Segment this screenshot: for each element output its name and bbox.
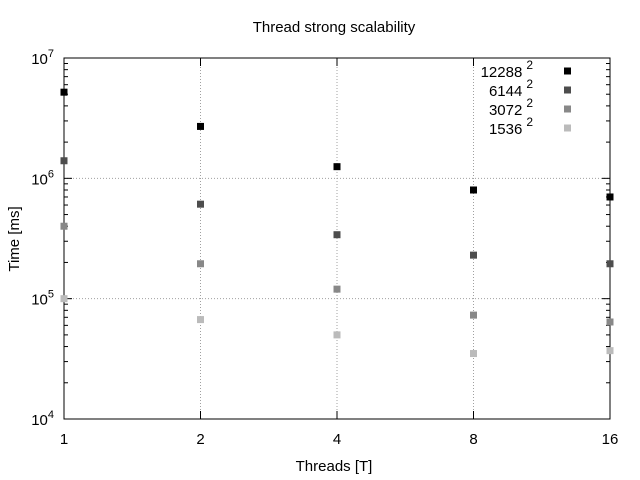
y-tick-label: 107 [31,48,54,68]
x-tick-label: 4 [333,431,341,448]
y-tick-labels: 104 105 106 107 [31,48,54,429]
data-point-series-3 [333,285,341,293]
data-point-series-3 [470,311,477,319]
legend-marker [564,86,571,94]
data-point-series-2 [197,200,204,208]
data-point-series-2 [60,157,68,165]
data-point-series-3 [197,260,204,268]
chart-title: Thread strong scalability [253,19,416,36]
x-tick-label: 16 [602,431,619,448]
x-tick-label: 1 [60,431,68,448]
data-point-series-2 [470,251,477,259]
grid [64,58,610,419]
data-point-series-2 [606,260,614,268]
data-point-series-2 [333,231,341,239]
legend-label: 12288 2 [481,58,534,81]
data-point-series-1 [333,163,341,171]
legend-label: 3072 2 [489,96,533,119]
y-axis-label: Time [ms] [6,206,23,271]
data-point-series-4 [60,295,68,303]
y-tick-label: 105 [31,289,54,309]
x-tick-labels: 1 2 4 8 16 [60,431,619,448]
data-point-series-3 [606,318,614,326]
data-point-series-4 [606,347,614,355]
y-tick-label: 104 [31,409,54,429]
data-point-series-4 [333,331,341,339]
data-point-series-1 [606,193,614,201]
legend-label: 6144 2 [489,77,533,100]
x-tick-label: 2 [196,431,204,448]
data-point-series-3 [60,222,68,230]
data-point-series-1 [60,88,68,96]
legend-label: 1536 2 [489,115,533,138]
legend-marker [564,105,571,113]
x-axis-label: Threads [T] [296,458,373,475]
data-points [60,88,614,358]
data-point-series-1 [197,122,204,130]
data-point-series-1 [470,186,477,194]
data-point-series-4 [197,316,204,324]
legend-marker [564,124,571,132]
y-tick-label: 106 [31,168,54,188]
x-tick-label: 8 [469,431,477,448]
legend-marker [564,67,571,75]
data-point-series-4 [470,350,477,358]
